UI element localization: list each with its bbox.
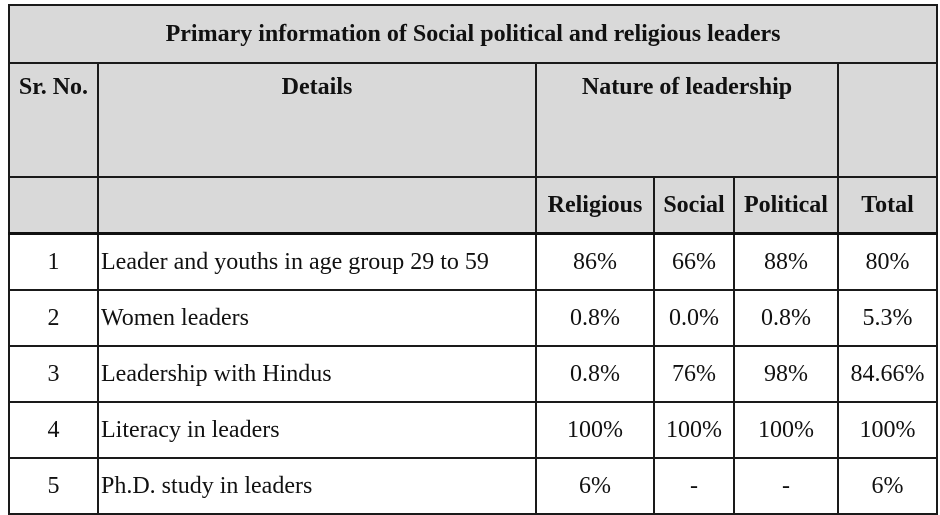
row-details: Women leaders [97, 289, 537, 347]
subheader-social: Social [653, 176, 735, 235]
table-row: 2 Women leaders 0.8% 0.0% 0.8% 5.3% [8, 289, 939, 347]
row-details: Leadership with Hindus [97, 345, 537, 403]
row-sr-no: 3 [8, 345, 99, 403]
row-social: 66% [653, 232, 735, 291]
header-total-blank [836, 62, 939, 178]
subheader-details-blank [97, 176, 537, 235]
row-sr-no: 2 [8, 289, 99, 347]
subheader-sr-blank [8, 176, 99, 235]
row-social: 100% [653, 401, 735, 459]
row-total: 5.3% [836, 289, 939, 347]
row-total: 80% [836, 232, 939, 291]
header-sr-no: Sr. No. [8, 62, 99, 178]
row-political: 100% [733, 401, 839, 459]
row-details: Ph.D. study in leaders [97, 457, 537, 515]
row-sr-no: 5 [8, 457, 99, 515]
header-row: Sr. No. Details Nature of leadership [8, 62, 939, 178]
row-total: 84.66% [836, 345, 939, 403]
row-religious: 0.8% [535, 289, 655, 347]
subheader-total: Total [836, 176, 939, 235]
row-details: Leader and youths in age group 29 to 59 [97, 232, 537, 291]
title-row: Primary information of Social political … [7, 4, 939, 64]
row-religious: 86% [535, 232, 655, 291]
row-political: 98% [733, 345, 839, 403]
table-row: 4 Literacy in leaders 100% 100% 100% 100… [8, 401, 939, 459]
table-row: 5 Ph.D. study in leaders 6% - - 6% [8, 457, 939, 515]
table-title: Primary information of Social political … [7, 4, 939, 64]
header-nature-of-leadership: Nature of leadership [535, 62, 839, 178]
row-details: Literacy in leaders [97, 401, 537, 459]
row-political: 0.8% [733, 289, 839, 347]
row-religious: 0.8% [535, 345, 655, 403]
row-sr-no: 1 [8, 232, 99, 291]
subheader-row: Religious Social Political Total [8, 176, 939, 235]
row-social: 0.0% [653, 289, 735, 347]
row-religious: 100% [535, 401, 655, 459]
table-row: 3 Leadership with Hindus 0.8% 76% 98% 84… [8, 345, 939, 403]
row-total: 100% [836, 401, 939, 459]
row-total: 6% [836, 457, 939, 515]
row-sr-no: 4 [8, 401, 99, 459]
subheader-political: Political [733, 176, 839, 235]
header-details: Details [97, 62, 537, 178]
row-social: 76% [653, 345, 735, 403]
row-religious: 6% [535, 457, 655, 515]
subheader-religious: Religious [535, 176, 655, 235]
leaders-table: Primary information of Social political … [7, 4, 939, 515]
table-row: 1 Leader and youths in age group 29 to 5… [8, 232, 939, 291]
row-political: 88% [733, 232, 839, 291]
